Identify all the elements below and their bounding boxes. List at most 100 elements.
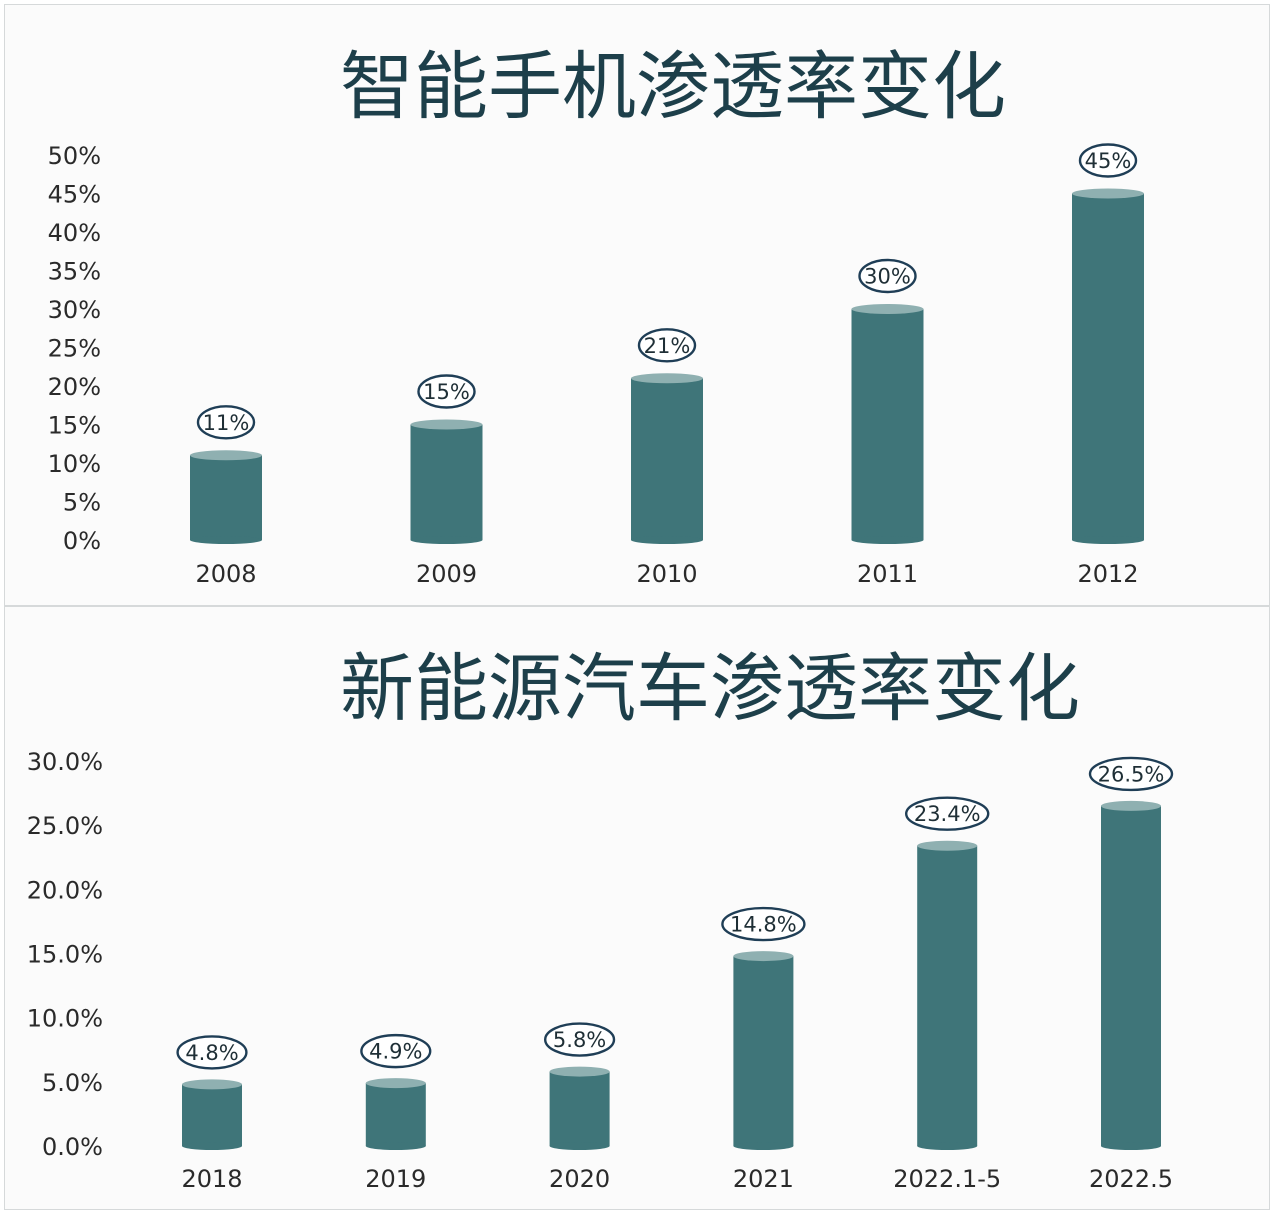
bar-body: [1072, 193, 1144, 540]
bar-top-cap: [1101, 800, 1161, 811]
x-tick-label: 2018: [181, 1165, 242, 1193]
data-label-text: 4.9%: [369, 1040, 422, 1064]
x-tick-label: 2021: [733, 1165, 794, 1193]
data-label-ring: [417, 374, 476, 409]
data-label: 4.8%: [176, 1035, 248, 1070]
bar: [631, 373, 703, 544]
x-tick-label: 2019: [365, 1165, 426, 1193]
bar-top-cap: [190, 450, 262, 461]
y-tick-label: 0%: [63, 527, 101, 555]
y-tick-label: 15.0%: [27, 941, 103, 969]
x-tick-label: 2008: [195, 560, 256, 588]
bar: [549, 1066, 610, 1150]
smartphone-chart-panel: 智能手机渗透率变化 0% 5% 10% 15% 20% 25% 30% 35% 40% 45% 50…: [4, 4, 1270, 606]
bar-base: [410, 536, 483, 544]
x-tick-label: 2010: [636, 560, 697, 588]
y-tick-label: 0.0%: [42, 1133, 103, 1161]
bar-base: [1072, 536, 1144, 544]
data-label: 5.8%: [543, 1022, 616, 1057]
bar-top-cap: [410, 419, 483, 430]
x-tick-label: 2020: [549, 1165, 610, 1193]
data-label: 26.5%: [1088, 756, 1174, 792]
smartphone-chart-svg: 智能手机渗透率变化 0% 5% 10% 15% 20% 25% 30% 35% 40% 45% 50…: [48, 44, 1144, 588]
y-tick-label: 20%: [48, 373, 101, 401]
data-label: 23.4%: [905, 796, 990, 831]
bar: [1072, 188, 1144, 544]
bar-base: [733, 1142, 794, 1150]
bar-top-cap: [549, 1066, 610, 1077]
bar-body: [917, 845, 978, 1146]
data-label-ring: [196, 405, 256, 440]
y-tick-label: 10.0%: [27, 1005, 103, 1033]
y-tick-label: 15%: [48, 412, 101, 440]
bar-body: [733, 956, 794, 1146]
x-tick-label: 2012: [1077, 560, 1138, 588]
bar-body: [182, 1084, 242, 1146]
y-tick-label: 35%: [48, 258, 101, 286]
bar-base: [549, 1142, 610, 1150]
chart-title: 新能源汽车渗透率变化: [340, 646, 1080, 732]
x-tick-label: 2022.1-5: [893, 1165, 1001, 1193]
bar-body: [410, 424, 483, 540]
data-label: 21%: [637, 328, 697, 363]
chart-title: 智能手机渗透率变化: [340, 44, 1006, 130]
y-tick-label: 45%: [48, 181, 101, 209]
bar: [182, 1079, 242, 1150]
bar-top-cap: [182, 1079, 242, 1090]
data-label-ring: [176, 1035, 248, 1070]
y-tick-label: 40%: [48, 219, 101, 247]
y-axis: 0.0% 5.0% 10.0% 15.0% 20.0% 25.0% 30.0%: [27, 748, 103, 1161]
y-axis: 0% 5% 10% 15% 20% 25% 30% 35% 40% 45% 50%: [48, 142, 101, 555]
bar-base: [851, 536, 924, 544]
data-label-text: 15%: [423, 380, 470, 404]
y-tick-label: 5%: [63, 489, 101, 517]
y-tick-label: 5.0%: [42, 1069, 103, 1097]
y-tick-label: 10%: [48, 450, 101, 478]
bar: [1101, 800, 1161, 1150]
data-label-ring: [721, 906, 806, 942]
data-label-text: 23.4%: [914, 802, 981, 826]
y-tick-label: 25%: [48, 335, 101, 363]
data-label-ring: [1088, 756, 1174, 792]
y-tick-label: 20.0%: [27, 876, 103, 904]
bar-base: [182, 1142, 242, 1150]
bar-top-cap: [733, 951, 794, 962]
data-label: 4.9%: [360, 1033, 432, 1069]
data-label-ring: [360, 1033, 432, 1069]
data-label-ring: [858, 258, 917, 294]
data-label: 14.8%: [721, 906, 806, 942]
data-label-text: 45%: [1085, 149, 1132, 173]
ev-chart-svg: 新能源汽车渗透率变化 0.0% 5.0% 10.0% 15.0% 20.0% 25.0% 3…: [27, 646, 1174, 1193]
data-label-ring: [1078, 143, 1138, 178]
bar: [190, 450, 262, 544]
y-tick-label: 30%: [48, 296, 101, 324]
bar-body: [365, 1083, 426, 1146]
y-tick-label: 50%: [48, 142, 101, 170]
data-label-text: 26.5%: [1098, 762, 1165, 786]
bar-series: 11% 15% 21% 30% 45%: [190, 143, 1144, 544]
data-label-text: 21%: [644, 334, 691, 358]
bar-body: [631, 378, 703, 540]
bar: [917, 840, 978, 1150]
bar-base: [631, 536, 703, 544]
x-axis: 2018 2019 2020 2021 2022.1-5 2022.5: [181, 1165, 1173, 1193]
y-tick-label: 30.0%: [27, 748, 103, 776]
data-label: 15%: [417, 374, 476, 409]
data-label-text: 5.8%: [553, 1028, 606, 1052]
bar-top-cap: [917, 840, 978, 851]
x-axis: 2008 2009 2010 2011 2012: [195, 560, 1138, 588]
bar-base: [1101, 1142, 1161, 1150]
bar-top-cap: [1072, 188, 1144, 199]
bar-base: [917, 1142, 978, 1150]
x-tick-label: 2011: [857, 560, 918, 588]
bar-base: [365, 1142, 426, 1150]
bar-body: [549, 1071, 610, 1146]
bar-top-cap: [851, 304, 924, 314]
data-label: 11%: [196, 405, 256, 440]
bar-base: [190, 536, 262, 544]
ev-chart-panel: 新能源汽车渗透率变化 0.0% 5.0% 10.0% 15.0% 20.0% 25.0% 3…: [4, 606, 1270, 1210]
data-label-text: 14.8%: [730, 913, 797, 937]
bar: [851, 304, 924, 544]
bar-top-cap: [365, 1078, 426, 1089]
data-label: 30%: [858, 258, 917, 294]
